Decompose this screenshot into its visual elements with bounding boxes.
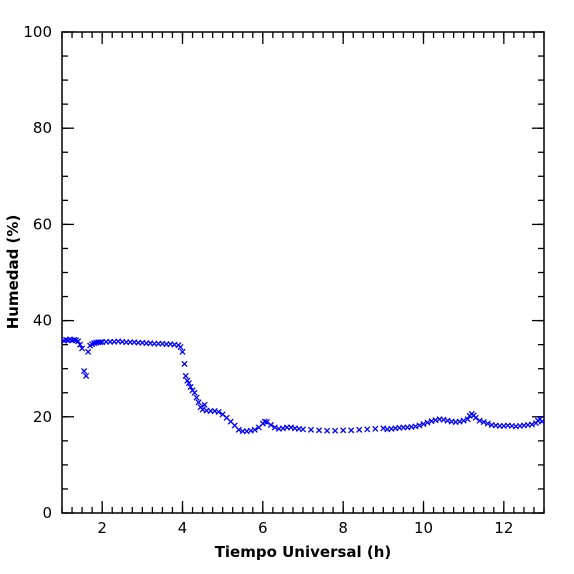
- ticks-group: 2 4 6 8 10 12 0 20 40 60 80 100: [23, 23, 545, 537]
- data-point: [476, 417, 483, 424]
- data-point: [416, 422, 423, 429]
- x-tick-label: 6: [258, 519, 268, 537]
- data-point: [70, 336, 78, 343]
- data-point: [177, 343, 184, 351]
- data-point: [182, 372, 189, 379]
- data-point: [185, 380, 192, 387]
- data-point: [75, 338, 82, 345]
- data-point: [528, 421, 536, 428]
- data-point: [332, 427, 339, 434]
- y-tick-label: 60: [33, 215, 52, 233]
- data-point: [179, 348, 186, 355]
- data-point: [271, 424, 278, 431]
- data-point: [97, 339, 104, 346]
- data-point: [181, 360, 188, 367]
- y-tick-label: 20: [33, 408, 52, 426]
- data-points-group: [60, 336, 546, 435]
- y-axis-title: Humedad (%): [4, 215, 22, 330]
- data-point: [372, 425, 379, 432]
- data-point: [307, 426, 315, 433]
- x-tick-label: 4: [178, 519, 188, 537]
- x-tick-label: 10: [414, 519, 433, 537]
- data-point: [484, 420, 491, 427]
- data-point: [316, 427, 323, 434]
- data-point: [79, 345, 86, 352]
- data-point: [261, 418, 268, 425]
- data-point: [215, 408, 222, 416]
- data-point: [191, 389, 198, 396]
- data-point: [83, 372, 90, 379]
- data-point: [235, 426, 242, 433]
- data-point: [420, 420, 427, 428]
- data-point: [324, 427, 331, 434]
- y-tick-label: 80: [33, 119, 52, 137]
- data-point: [187, 383, 194, 391]
- data-point: [356, 426, 363, 433]
- data-point: [85, 348, 92, 355]
- data-point: [195, 399, 202, 406]
- data-point: [460, 417, 467, 424]
- data-point: [299, 426, 307, 433]
- data-point: [340, 427, 347, 434]
- data-point: [348, 427, 355, 434]
- x-tick-label: 8: [338, 519, 348, 537]
- data-point: [201, 401, 208, 408]
- data-point: [251, 426, 258, 433]
- data-point: [480, 419, 487, 426]
- data-point: [193, 394, 200, 401]
- x-axis-title: Tiempo Universal (h): [215, 543, 392, 561]
- plot-frame: [61, 31, 545, 514]
- y-tick-label: 100: [23, 23, 52, 41]
- data-point: [464, 416, 471, 423]
- x-tick-label: 2: [97, 519, 107, 537]
- data-point: [267, 421, 274, 429]
- y-tick-label: 0: [42, 504, 52, 522]
- data-point: [424, 419, 431, 426]
- data-point: [77, 341, 84, 348]
- x-tick-label: 12: [494, 519, 513, 537]
- data-point: [538, 418, 546, 425]
- data-point: [472, 414, 479, 421]
- y-tick-label: 40: [33, 312, 52, 330]
- data-point: [81, 368, 88, 375]
- data-point: [364, 426, 371, 433]
- data-point: [263, 419, 270, 426]
